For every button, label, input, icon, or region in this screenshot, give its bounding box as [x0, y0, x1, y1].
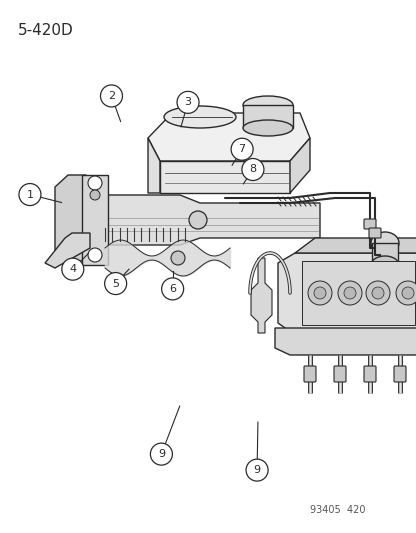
- Polygon shape: [290, 138, 310, 193]
- Circle shape: [231, 138, 253, 160]
- Ellipse shape: [371, 232, 399, 254]
- Circle shape: [162, 278, 183, 300]
- Ellipse shape: [243, 96, 293, 114]
- Circle shape: [19, 183, 41, 206]
- Circle shape: [366, 281, 390, 305]
- Circle shape: [344, 287, 356, 299]
- Text: 8: 8: [249, 165, 257, 174]
- Polygon shape: [148, 138, 160, 193]
- Ellipse shape: [243, 120, 293, 136]
- Polygon shape: [278, 238, 416, 335]
- Text: 9: 9: [253, 465, 261, 475]
- Polygon shape: [148, 113, 310, 161]
- Text: 3: 3: [185, 98, 191, 107]
- FancyBboxPatch shape: [394, 366, 406, 382]
- Circle shape: [171, 251, 185, 265]
- Polygon shape: [251, 258, 272, 333]
- Polygon shape: [275, 328, 416, 355]
- Circle shape: [101, 85, 122, 107]
- Circle shape: [242, 158, 264, 181]
- Polygon shape: [100, 195, 320, 245]
- Circle shape: [396, 281, 416, 305]
- Ellipse shape: [164, 106, 236, 128]
- Text: 6: 6: [169, 284, 176, 294]
- FancyBboxPatch shape: [304, 366, 316, 382]
- Circle shape: [177, 91, 199, 114]
- Circle shape: [402, 287, 414, 299]
- Text: 93405  420: 93405 420: [310, 505, 366, 515]
- Circle shape: [246, 459, 268, 481]
- Text: 4: 4: [69, 264, 77, 274]
- FancyBboxPatch shape: [369, 228, 381, 238]
- Circle shape: [314, 287, 326, 299]
- Circle shape: [88, 248, 102, 262]
- Circle shape: [338, 281, 362, 305]
- Circle shape: [189, 211, 207, 229]
- Polygon shape: [160, 161, 290, 193]
- FancyBboxPatch shape: [364, 366, 376, 382]
- Polygon shape: [82, 175, 108, 265]
- Circle shape: [90, 190, 100, 200]
- Text: 5-420D: 5-420D: [18, 23, 74, 38]
- Circle shape: [105, 272, 126, 295]
- FancyBboxPatch shape: [372, 243, 398, 265]
- Circle shape: [151, 443, 172, 465]
- Circle shape: [88, 176, 102, 190]
- Text: 7: 7: [238, 144, 246, 154]
- Text: 1: 1: [27, 190, 33, 199]
- Polygon shape: [55, 175, 86, 265]
- Text: 2: 2: [108, 91, 115, 101]
- Circle shape: [372, 287, 384, 299]
- Ellipse shape: [371, 256, 399, 274]
- Text: 5: 5: [112, 279, 119, 288]
- Polygon shape: [295, 238, 416, 253]
- Circle shape: [308, 281, 332, 305]
- FancyBboxPatch shape: [364, 219, 376, 229]
- Polygon shape: [302, 261, 415, 325]
- Polygon shape: [243, 105, 293, 128]
- Polygon shape: [45, 233, 90, 268]
- Text: 9: 9: [158, 449, 165, 459]
- FancyBboxPatch shape: [334, 366, 346, 382]
- Circle shape: [62, 258, 84, 280]
